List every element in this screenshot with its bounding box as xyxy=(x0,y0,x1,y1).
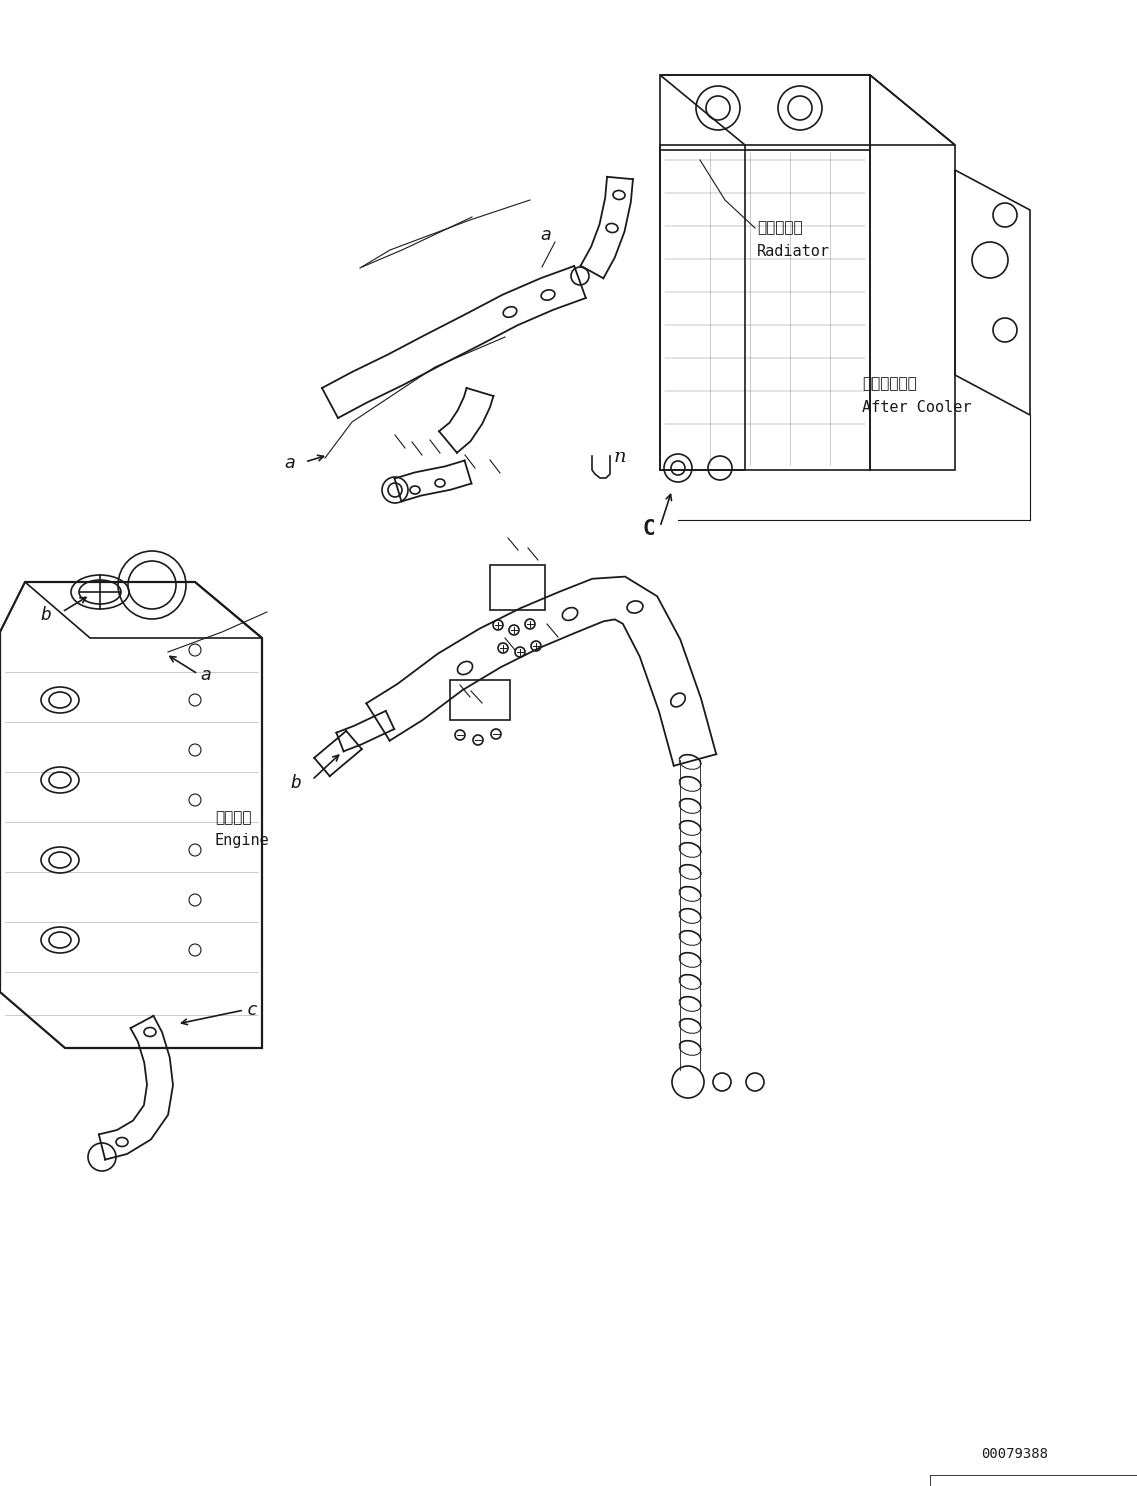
Text: a: a xyxy=(284,455,294,473)
Text: After Cooler: After Cooler xyxy=(862,400,971,415)
Text: エンジン: エンジン xyxy=(215,810,251,825)
Text: Radiator: Radiator xyxy=(757,244,830,259)
Text: n: n xyxy=(614,447,626,467)
Text: b: b xyxy=(40,606,51,624)
Text: アフタクーラ: アフタクーラ xyxy=(862,376,916,391)
Text: a: a xyxy=(200,666,210,684)
Text: Engine: Engine xyxy=(215,834,269,849)
Text: ラジエータ: ラジエータ xyxy=(757,220,803,235)
Text: c: c xyxy=(247,1002,258,1019)
Text: a: a xyxy=(540,226,550,244)
Text: 00079388: 00079388 xyxy=(981,1447,1048,1461)
Text: b: b xyxy=(290,774,301,792)
Text: C: C xyxy=(644,519,656,539)
